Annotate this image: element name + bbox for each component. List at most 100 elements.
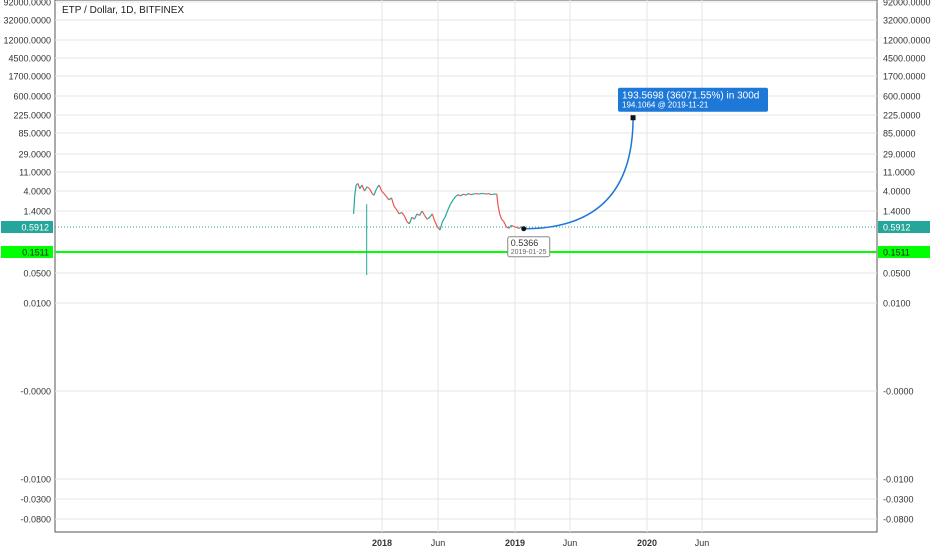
y-tick-label-right: 12000.0000 [883, 36, 931, 46]
price-segment [398, 211, 402, 215]
y-tick-label-right: -0.0300 [883, 495, 914, 505]
price-segment [434, 221, 438, 227]
y-tick-label-left: -0.0000 [20, 387, 51, 397]
price-segment [505, 226, 510, 229]
end-label-box [618, 87, 768, 112]
price-segment [503, 221, 507, 227]
x-tick-label: Jun [431, 538, 446, 548]
price-segment [516, 226, 520, 229]
projection-end-point [630, 115, 636, 121]
price-segment [357, 183, 361, 189]
y-tick-label-right: 32000.0000 [883, 16, 931, 26]
y-tick-label-right: 85.0000 [883, 129, 916, 139]
support-tag-right: 0.1511 [878, 246, 930, 258]
price-segment [366, 186, 370, 190]
price-segment [496, 194, 499, 205]
price-segment [439, 221, 444, 231]
y-tick-label-left: -0.0300 [20, 495, 51, 505]
y-tick-label-right: 92000.0000 [883, 0, 931, 8]
price-segment [470, 193, 474, 196]
support-tag-right-text: 0.1511 [883, 248, 910, 258]
y-tick-label-right: 1.4000 [883, 207, 911, 217]
y-tick-label-right: 0.0500 [883, 269, 911, 279]
start-label-box [507, 236, 551, 258]
price-segment [488, 192, 492, 196]
support-tag-left-bg [1, 246, 53, 258]
price-segment [455, 194, 459, 197]
current-price-tag-left: 0.5912 [1, 221, 53, 233]
price-segment [383, 193, 387, 197]
current-price-tag-right-bg [878, 221, 930, 233]
y-tick-label-right: 11.0000 [883, 168, 915, 178]
y-tick-label-right: 225.0000 [883, 111, 921, 121]
price-segment [413, 213, 418, 220]
price-segment [501, 218, 505, 222]
y-tick-label-left: 4.0000 [23, 187, 51, 197]
y-tick-label-right: 4500.0000 [883, 54, 926, 64]
support-tag-right-bg [878, 246, 930, 258]
y-tick-label-left: 0.0500 [23, 269, 51, 279]
y-tick-label-right: -0.0100 [883, 475, 914, 485]
x-tick-label: Jun [695, 538, 710, 548]
price-segment [475, 192, 479, 195]
price-segment [376, 184, 380, 190]
price-segment [421, 210, 426, 216]
price-segment [393, 205, 398, 211]
x-tick-label: Jun [563, 538, 578, 548]
projection-curve [523, 117, 634, 230]
price-segment [465, 193, 469, 196]
y-tick-label-right: -0.0800 [883, 515, 914, 525]
y-tick-label-left: 32000.0000 [3, 16, 51, 26]
price-segment [499, 213, 503, 220]
y-tick-label-left: 0.0100 [23, 299, 51, 309]
price-segment [431, 213, 436, 222]
price-segment [457, 194, 461, 197]
y-tick-label-left: 12000.0000 [3, 36, 51, 46]
price-segment [468, 192, 472, 196]
price-segment [401, 211, 405, 216]
current-price-tag-left-text: 0.5912 [21, 223, 49, 233]
price-segment [483, 192, 487, 195]
price-segment [381, 190, 385, 194]
price-segment [486, 192, 489, 195]
price-segment [373, 188, 378, 196]
support-tag-left: 0.1511 [1, 246, 53, 258]
y-tick-label-right: 4.0000 [883, 187, 911, 197]
price-segment [491, 193, 494, 196]
price-segment [452, 196, 457, 201]
y-tick-label-left: 1.4000 [23, 207, 51, 217]
price-segment [449, 199, 454, 205]
x-tick-label: 2018 [372, 538, 392, 548]
price-segment [497, 204, 501, 214]
projection-start-point [521, 226, 527, 232]
price-segment [463, 193, 467, 196]
price-segment [441, 216, 446, 222]
price-segment [478, 192, 482, 195]
price-segment [444, 209, 449, 218]
price-segment [447, 203, 452, 210]
current-price-tag-left-bg [1, 221, 53, 233]
price-segment [363, 186, 368, 192]
price-segment [354, 184, 357, 197]
x-tick-label: 2020 [637, 538, 657, 548]
price-segment [352, 196, 356, 214]
price-segment [403, 215, 408, 222]
price-segment [378, 184, 383, 192]
y-tick-label-left: 225.0000 [13, 111, 51, 121]
price-segment [385, 196, 390, 201]
y-tick-label-right: 0.0100 [883, 299, 911, 309]
price-segment [390, 197, 395, 207]
y-tick-label-left: -0.0800 [20, 515, 51, 525]
y-tick-label-left: 1700.0000 [8, 72, 51, 82]
y-tick-label-left: 4500.0000 [8, 54, 51, 64]
y-tick-label-left: 11.0000 [19, 168, 51, 178]
y-tick-label-left: 85.0000 [18, 129, 51, 139]
support-tag-left-text: 0.1511 [22, 248, 49, 258]
price-segment [419, 210, 423, 216]
y-tick-label-left: 29.0000 [18, 150, 51, 160]
y-tick-label-right: 600.0000 [883, 92, 921, 102]
plot-frame [54, 0, 878, 533]
